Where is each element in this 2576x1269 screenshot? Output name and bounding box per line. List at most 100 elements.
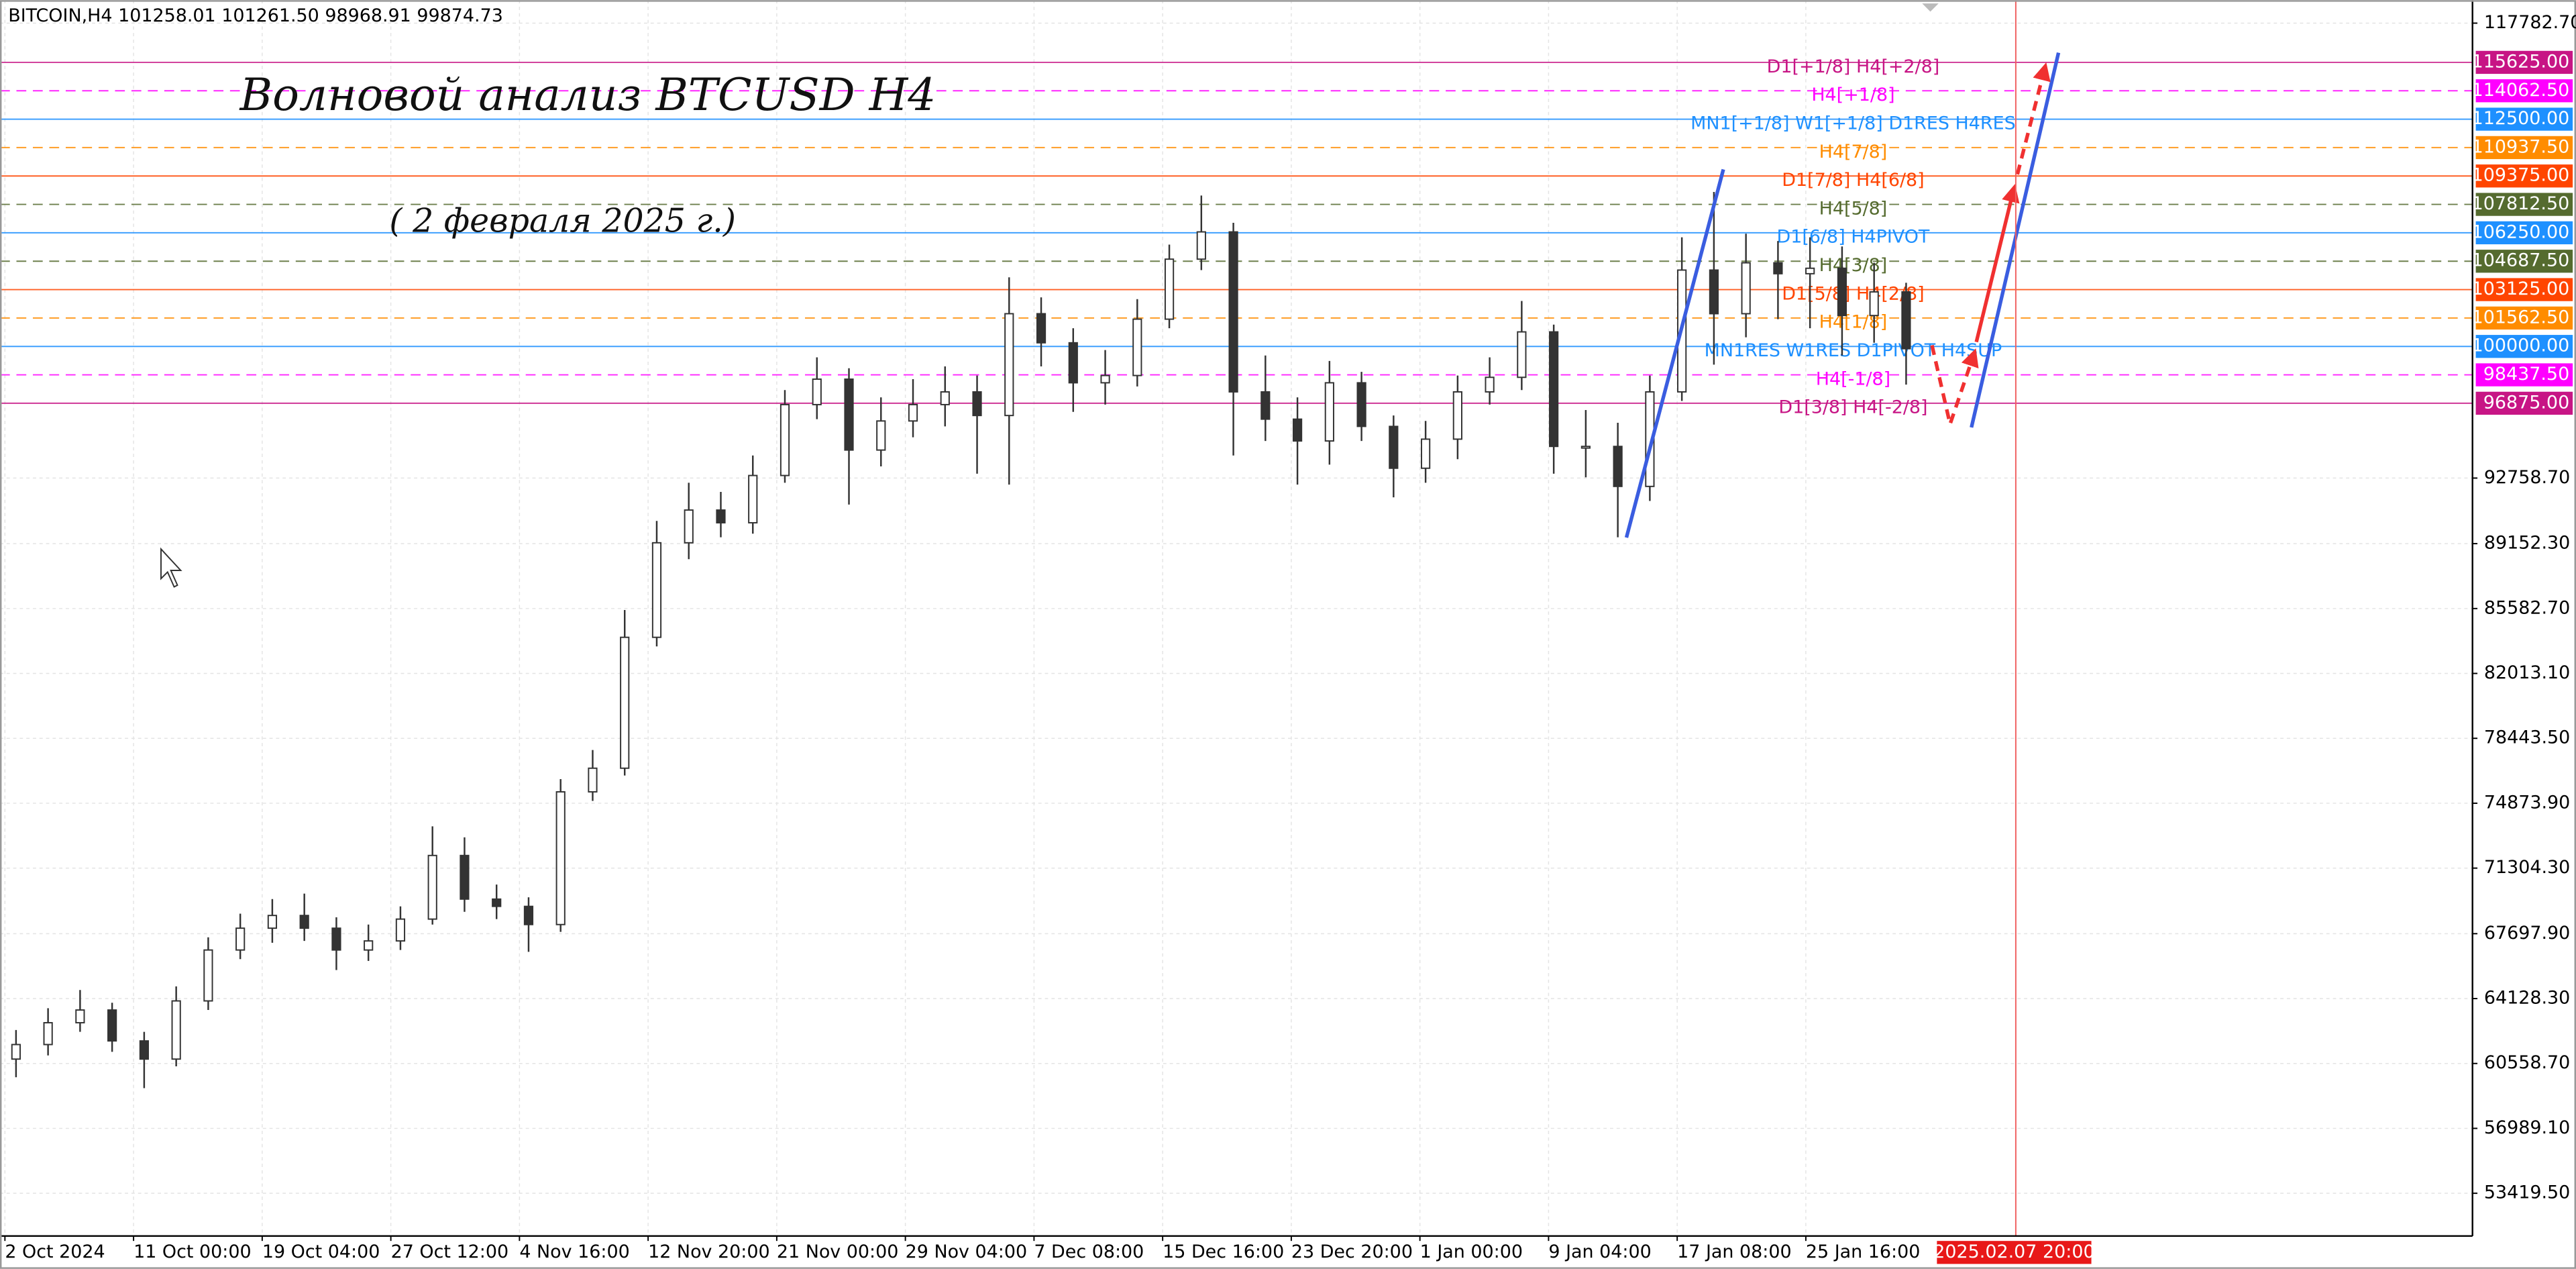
candle-body [1004, 313, 1014, 417]
candle-body [684, 509, 694, 544]
candle-body [908, 403, 918, 422]
y-tick-label: 53419.50 [2484, 1182, 2570, 1203]
level-label-bg [2475, 391, 2573, 415]
candle-body [395, 918, 406, 942]
header: BITCOIN,H4 101258.01 101261.50 98968.91 … [8, 5, 503, 26]
candle-body [267, 915, 278, 929]
level-label-bg [2475, 50, 2573, 74]
level-text: D1[7/8] H4[6/8] [1782, 170, 1924, 191]
candle-body [299, 915, 309, 929]
cursor-label: 2025.02.07 20:00 [1933, 1241, 2094, 1262]
candle-body [1580, 446, 1591, 449]
candle-body [43, 1022, 53, 1046]
level-label-bg [2475, 363, 2573, 387]
y-tick-label: 82013.10 [2484, 662, 2570, 683]
axes: 117782.70 92758.70 89152.30 85582.70 82013.1… [4, 12, 2576, 1262]
candle-body [876, 420, 886, 451]
candle-body [1132, 318, 1142, 376]
level-text: D1[3/8] H4[-2/8] [1778, 397, 1927, 418]
level-label-bg [2475, 306, 2573, 330]
level-label: 96875.00 [2483, 392, 2569, 413]
candle-body [1837, 267, 1847, 317]
level-label-bg [2475, 193, 2573, 216]
level-label: 98437.50 [2483, 364, 2569, 385]
trend-line [1970, 52, 2061, 428]
level-text: H4[5/8] [1819, 198, 1888, 219]
candle-body [1260, 391, 1271, 420]
y-tick-label: 78443.50 [2484, 727, 2570, 748]
y-tick-label: 117782.70 [2484, 12, 2576, 33]
candles [11, 191, 1911, 1088]
cursor-label-bg [1937, 1241, 2092, 1264]
candle-body [651, 542, 662, 638]
y-tick-label: 85582.70 [2484, 597, 2570, 618]
level-label-bg [2475, 250, 2573, 273]
candle-body [523, 905, 534, 925]
level-label: 103125.00 [2472, 278, 2570, 299]
level-text: D1[6/8] H4PIVOT [1777, 227, 1930, 248]
y-tick-label: 64128.30 [2484, 988, 2570, 1009]
chart-subtitle: ( 2 февраля 2025 г.) [389, 202, 736, 240]
level-text: H4[-1/8] [1816, 368, 1890, 389]
candle-body [1356, 382, 1366, 427]
level-label: 100000.00 [2472, 336, 2570, 356]
level-text: MN1RES W1RES D1PIVOT H4SUP [1705, 340, 2002, 361]
candle-body [716, 509, 726, 523]
candle-body [1164, 258, 1175, 320]
candle-body [1068, 342, 1078, 384]
x-tick-label: 29 Nov 04:00 [906, 1241, 1028, 1262]
level-label-bg [2475, 221, 2573, 245]
x-tick-label: 12 Nov 20:00 [648, 1241, 770, 1262]
forecast-arrow [1930, 344, 1979, 431]
candle-body [844, 378, 854, 451]
x-tick-label: 21 Nov 00:00 [777, 1241, 898, 1262]
x-tick-label: 27 Oct 12:00 [391, 1241, 509, 1262]
level-text: D1[5/8] H4[2/8] [1782, 283, 1924, 304]
level-label: 114062.50 [2472, 80, 2570, 101]
y-tick-label: 89152.30 [2484, 533, 2570, 554]
candle-body [1485, 376, 1495, 393]
candle-body [1773, 262, 1783, 274]
candle-body [1421, 438, 1431, 469]
x-tick-label: 4 Nov 16:00 [519, 1241, 629, 1262]
candle-body [1292, 418, 1303, 442]
chart-title: Волновой анализ BTCUSD H4 [239, 69, 936, 121]
level-text: D1[+1/8] H4[+2/8] [1767, 56, 1940, 77]
shift-marker [1922, 3, 1939, 12]
level-label-bg [2475, 164, 2573, 188]
candle-body [11, 1044, 21, 1060]
level-label: 106250.00 [2472, 221, 2570, 242]
candle-body [107, 1009, 117, 1042]
candle-body [203, 949, 213, 1002]
x-tick-label: 23 Dec 20:00 [1291, 1241, 1413, 1262]
candle-body [1100, 374, 1110, 384]
level-label: 112500.00 [2472, 108, 2570, 129]
candle-body [235, 927, 246, 951]
level-label-bg [2475, 136, 2573, 160]
level-text: H4[3/8] [1819, 255, 1888, 276]
y-tick-label: 60558.70 [2484, 1052, 2570, 1073]
candle-body [1549, 331, 1559, 448]
candle-body [1805, 267, 1815, 274]
candle-body [1036, 313, 1046, 344]
level-text: MN1[+1/8] W1[+1/8] D1RES H4RES [1690, 113, 2016, 134]
x-tick-label: 11 Oct 00:00 [133, 1241, 252, 1262]
candle-body [139, 1040, 149, 1060]
level-label-bg [2475, 278, 2573, 301]
x-tick-label: 7 Dec 08:00 [1034, 1241, 1144, 1262]
candle-body [1196, 231, 1206, 260]
mouse-cursor [160, 547, 182, 588]
candle-body [1709, 269, 1719, 315]
grid [0, 0, 2473, 1236]
candle-body [588, 767, 598, 793]
x-tick-label: 9 Jan 04:00 [1548, 1241, 1651, 1262]
level-text: H4[+1/8] [1811, 85, 1894, 105]
candle-body [1324, 382, 1334, 442]
level-label-bg [2475, 335, 2573, 358]
level-label-bg [2475, 79, 2573, 103]
level-text: H4[7/8] [1819, 142, 1888, 162]
candle-body [555, 791, 566, 925]
